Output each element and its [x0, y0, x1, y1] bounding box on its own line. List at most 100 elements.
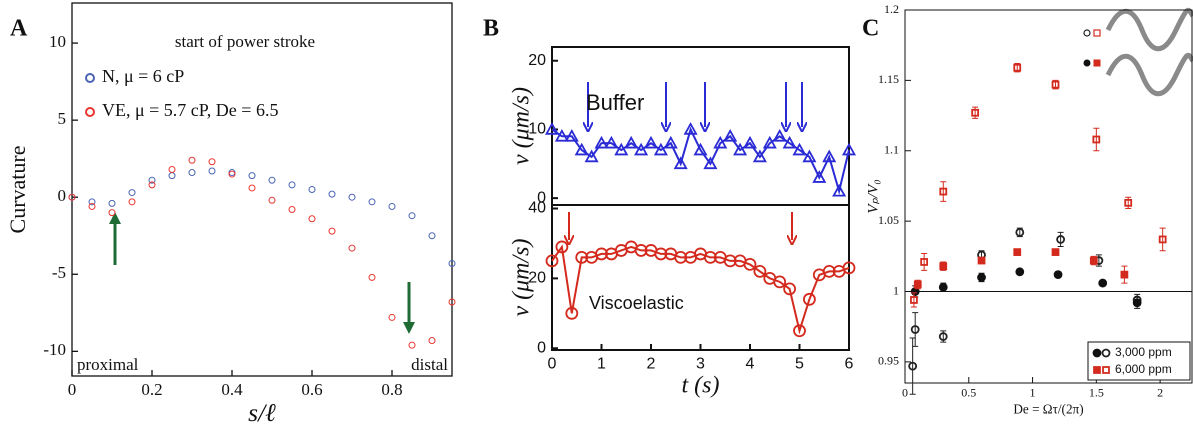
y-tick-label: 1.1: [884, 143, 899, 157]
y-axis-label: v (μm/s): [509, 238, 535, 316]
marker: [742, 135, 758, 149]
panel-b-arrows: [569, 82, 802, 240]
marker: [802, 149, 817, 163]
chart: C 0.95 1 1.05 1.1 1.15 1.2 0 0.5 1 1.5 2 De = Ωτ/(2π…: [862, 2, 1193, 417]
error-bar: [912, 312, 919, 347]
marker: [752, 149, 767, 163]
panel-a-arrows: [109, 212, 415, 334]
x-tick-label: 6: [845, 356, 854, 373]
marker: [1051, 248, 1060, 256]
marker: [148, 176, 156, 184]
marker: [713, 135, 728, 149]
marker: [614, 142, 629, 156]
legend-label: 3,000 ppm: [1115, 345, 1172, 359]
legend-marker: [1093, 366, 1101, 374]
panel-c-inset: [1083, 7, 1193, 97]
y-tick-label: 0: [58, 186, 67, 205]
x-tick-label: 0: [68, 380, 77, 399]
marker: [268, 176, 276, 184]
plot-frame: [71, 2, 453, 377]
marker: [328, 227, 336, 235]
marker: [1056, 235, 1066, 244]
legend-marker: [1102, 366, 1110, 374]
marker: [1013, 248, 1022, 256]
marker: [148, 181, 156, 189]
x-tick-label: 0: [548, 356, 557, 373]
inset-symbol: [1083, 29, 1091, 37]
marker: [308, 215, 316, 223]
marker: [564, 128, 579, 142]
marker: [1132, 298, 1142, 308]
y-tick-label: 1.2: [884, 2, 899, 16]
legend-label: N, μ = 6 cP: [102, 66, 184, 86]
marker: [1098, 278, 1108, 288]
marker: [388, 313, 396, 321]
marker: [88, 198, 96, 206]
wave: [1105, 7, 1193, 52]
legend-label: 6,000 ppm: [1115, 362, 1172, 376]
marker: [743, 257, 757, 271]
marker: [910, 296, 918, 304]
marker: [545, 254, 559, 268]
y-axis-label: v (μm/s): [509, 87, 535, 165]
x-tick-label: 1.5: [1089, 386, 1104, 400]
marker: [971, 108, 980, 117]
marker: [663, 135, 678, 149]
y-tick-label: 10: [49, 32, 66, 51]
x-tick-label: 1: [1030, 386, 1036, 400]
marker: [188, 169, 196, 177]
marker: [554, 128, 569, 142]
y-tick-label: 1: [893, 283, 899, 297]
marker: [575, 251, 589, 264]
inset-symbol: [1093, 29, 1101, 37]
marker: [634, 244, 648, 257]
marker: [939, 262, 948, 271]
marker: [673, 156, 688, 170]
marker: [792, 142, 807, 156]
plot-frame: [904, 9, 1193, 384]
marker: [693, 142, 708, 156]
marker: [248, 184, 256, 192]
marker: [841, 142, 857, 156]
x-tick-label: 0.2: [141, 380, 162, 399]
marker: [288, 206, 296, 214]
marker: [308, 186, 316, 193]
marker: [910, 325, 920, 334]
marker: [1158, 235, 1167, 244]
y-tick-label: 1.05: [878, 213, 899, 227]
marker: [565, 306, 579, 320]
marker: [348, 244, 356, 252]
marker: [723, 128, 738, 142]
marker: [793, 324, 806, 338]
y-tick-label: 20: [528, 52, 546, 69]
marker: [188, 156, 196, 164]
marker: [1051, 80, 1060, 89]
plot-frame: [551, 46, 850, 206]
marker: [683, 122, 698, 135]
error-bar: [921, 253, 928, 271]
marker: [88, 202, 96, 210]
marker: [782, 135, 797, 149]
marker: [674, 251, 688, 264]
marker: [1013, 63, 1022, 72]
x-tick-label: 2: [647, 356, 656, 373]
error-bar: [1057, 231, 1064, 247]
error-bar: [1093, 127, 1100, 152]
marker: [555, 240, 569, 254]
marker: [723, 254, 737, 268]
marker: [773, 275, 787, 289]
x-axis-label: s/ℓ: [248, 398, 276, 427]
annotation: distal: [411, 355, 448, 374]
wave: [1105, 52, 1193, 97]
marker: [913, 280, 922, 289]
panel-letter: B: [483, 16, 499, 42]
x-tick-label: 0.5: [961, 386, 976, 400]
marker: [653, 142, 668, 156]
y-tick-label: 10: [528, 121, 546, 138]
marker: [448, 259, 456, 267]
marker: [977, 273, 986, 282]
marker: [753, 264, 767, 278]
marker: [634, 142, 649, 156]
